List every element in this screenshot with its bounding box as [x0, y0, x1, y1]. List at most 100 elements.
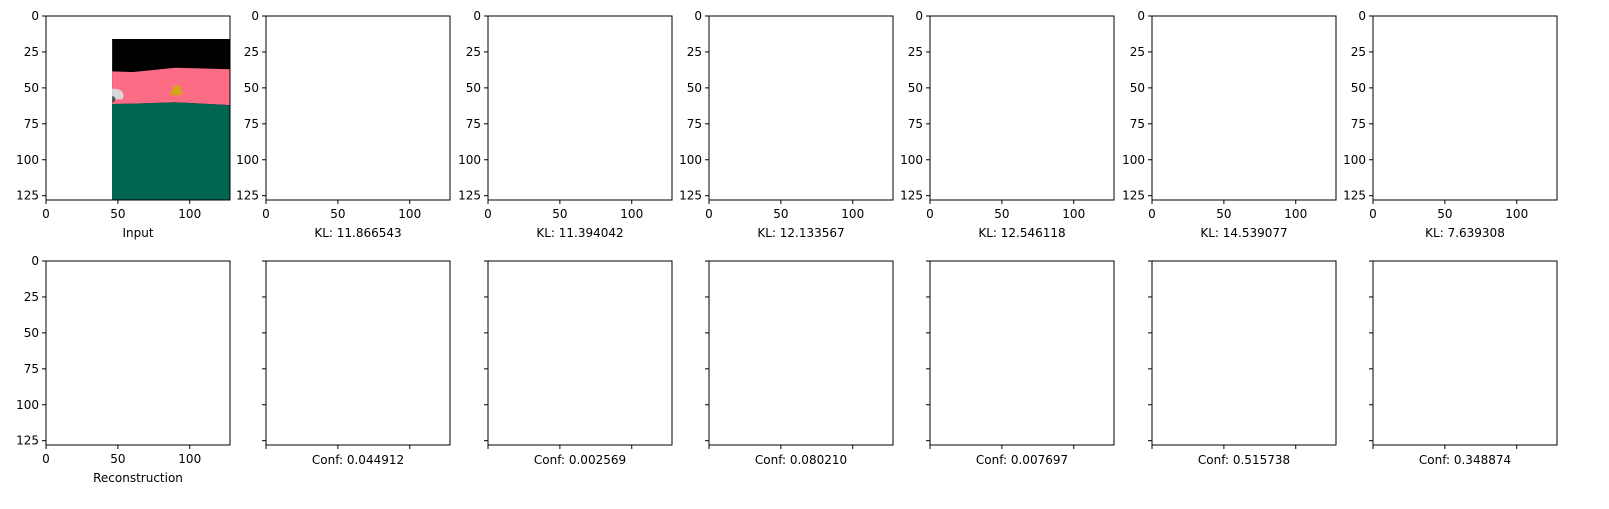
ground-edge	[1373, 346, 1557, 353]
x-tick-label: 50	[110, 452, 125, 466]
panel-top-5: 0 50 100 0 25 50 75 100 125 KL: 14.539077	[1122, 9, 1337, 240]
panel-top-1: 0 50 100 0 25 50 75 100 125 KL: 11.866543	[236, 9, 451, 240]
image-background	[1373, 16, 1557, 200]
car-silhouette	[1397, 80, 1450, 99]
image-background	[709, 261, 893, 445]
panel-image	[266, 16, 450, 200]
panel-caption: KL: 12.546118	[978, 226, 1065, 240]
y-tick-label: 75	[244, 117, 259, 131]
axes-frame	[929, 260, 1115, 446]
y-tick-label: 50	[687, 81, 702, 95]
panel-image	[1373, 16, 1557, 200]
sky-faint	[1373, 68, 1557, 105]
sky-confidence	[266, 261, 450, 319]
x-tick-label: 0	[262, 207, 270, 221]
image-background	[488, 16, 672, 200]
y-tick-label: 75	[466, 117, 481, 131]
x-tick-label: 50	[330, 207, 345, 221]
car-silhouette	[954, 80, 1007, 99]
car-silhouette	[733, 325, 786, 344]
car-wheel	[77, 96, 84, 103]
y-tick-label: 0	[694, 9, 702, 23]
x-tick-label: 0	[1148, 207, 1156, 221]
hot-spot	[1054, 335, 1063, 339]
y-tick-label: 25	[244, 45, 259, 59]
hot-spot	[303, 339, 312, 348]
y-tick-label: 50	[1130, 81, 1145, 95]
y-tick-label: 100	[1122, 153, 1145, 167]
y-tick-label: 100	[900, 153, 923, 167]
y-tick-label: 50	[1351, 81, 1366, 95]
x-tick-label: 0	[42, 452, 50, 466]
panel-bottom-2: Conf: 0.002569	[484, 260, 673, 467]
car-object	[112, 88, 124, 100]
panel-image	[488, 16, 672, 200]
y-tick-label: 25	[466, 45, 481, 59]
y-tick-label: 125	[16, 434, 39, 448]
image-background	[488, 261, 672, 445]
image-background	[46, 261, 230, 445]
y-tick-label: 125	[900, 189, 923, 203]
y-tick-label: 50	[24, 81, 39, 95]
y-tick-label: 50	[466, 81, 481, 95]
hot-spot	[326, 342, 335, 348]
y-tick-label: 25	[1351, 45, 1366, 59]
axes-frame	[265, 15, 451, 201]
axes-frame	[1151, 15, 1337, 201]
faint-blob	[1053, 91, 1060, 94]
y-tick-label: 0	[31, 254, 39, 268]
image-background	[1152, 261, 1336, 445]
x-tick-label: 100	[1284, 207, 1307, 221]
panel-bottom-1: Conf: 0.044912	[262, 260, 451, 467]
panel-top-3: 0 50 100 0 25 50 75 100 125 KL: 12.133567	[679, 9, 894, 240]
image-background	[266, 261, 450, 445]
bird-silhouette	[833, 85, 846, 95]
y-tick-label: 25	[24, 290, 39, 304]
x-tick-label: 50	[994, 207, 1009, 221]
y-tick-label: 125	[458, 189, 481, 203]
panel-caption: KL: 12.133567	[757, 226, 844, 240]
car-object	[1176, 80, 1229, 99]
y-tick-label: 50	[244, 81, 259, 95]
x-tick-label: 100	[178, 207, 201, 221]
x-tick-label: 0	[484, 207, 492, 221]
faint-blob	[302, 94, 311, 101]
bird-object	[170, 330, 183, 340]
sky-region	[709, 313, 893, 350]
panel-image	[77, 39, 230, 200]
x-tick-label: 0	[705, 207, 713, 221]
panel-image	[930, 16, 1114, 200]
car-core	[1184, 331, 1221, 341]
panel-caption: KL: 7.639308	[1425, 226, 1505, 240]
ground-region	[112, 102, 230, 200]
bird-silhouette	[1497, 85, 1510, 95]
x-tick-label: 100	[398, 207, 421, 221]
y-tick-label: 75	[24, 117, 39, 131]
panel-top-0: 0 50 100 0 25 50 75 100 125 Input	[16, 9, 231, 240]
panel-image	[1152, 261, 1336, 445]
axes-frame	[265, 260, 451, 446]
panel-bottom-5: Conf: 0.515738	[1148, 260, 1337, 467]
y-tick-label: 125	[1122, 189, 1145, 203]
bird-object	[169, 85, 183, 96]
y-tick-label: 0	[31, 9, 39, 23]
y-tick-label: 75	[1130, 117, 1145, 131]
image-background	[709, 16, 893, 200]
y-tick-label: 25	[1130, 45, 1145, 59]
y-tick-label: 125	[16, 189, 39, 203]
ground-region	[46, 347, 230, 445]
y-tick-label: 100	[458, 153, 481, 167]
bird-silhouette	[833, 330, 846, 340]
image-background	[930, 261, 1114, 445]
axes-frame	[708, 15, 894, 201]
y-tick-label: 0	[251, 9, 259, 23]
hot-spot	[960, 339, 969, 348]
panel-caption: Conf: 0.515738	[1198, 453, 1290, 467]
panel-top-4: 0 50 100 0 25 50 75 100 125 KL: 12.546118	[900, 9, 1115, 240]
hot-spot	[539, 342, 549, 346]
y-tick-label: 75	[908, 117, 923, 131]
panel-caption: Conf: 0.002569	[534, 453, 626, 467]
panel-top-2: 0 50 100 0 25 50 75 100 125 KL: 11.394042	[458, 9, 673, 240]
axes-frame	[708, 260, 894, 446]
panel-caption: Input	[122, 226, 153, 240]
